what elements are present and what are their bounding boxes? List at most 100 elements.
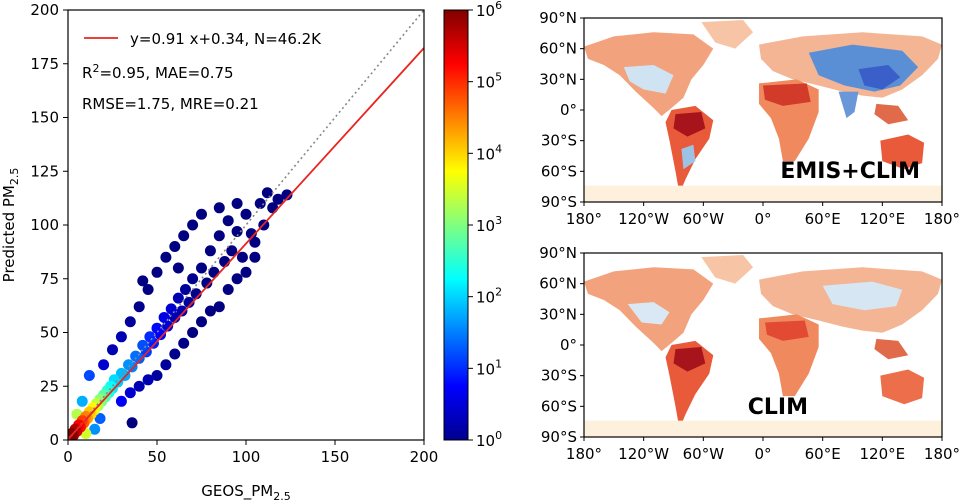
map2-land [584, 255, 942, 437]
scatter-point [254, 198, 266, 209]
map1-greenland [701, 20, 754, 49]
scatter-point [222, 284, 234, 295]
scatter-point [165, 303, 177, 315]
colorbar-tick-label: 102 [476, 286, 502, 307]
map1-sahara-hotspot [762, 83, 811, 106]
y-axis-label: Predicted PM2.5 [0, 168, 21, 283]
legend-fit-label: y=0.91 x+0.34, N=46.2K [130, 30, 322, 48]
map1-lat-ticks: 90°N 60°N 30°N 0° 30°S 60°S 90°S [539, 9, 584, 211]
lat-tick-label: 90°N [539, 244, 577, 262]
scatter-point [115, 395, 127, 407]
scatter-point [144, 331, 156, 343]
stats-rmse-mre: RMSE=1.75, MRE=0.21 [82, 95, 259, 113]
scatter-point [130, 350, 142, 362]
x-axis-ticks: 0 50 100 150 200 [63, 440, 438, 466]
scatter-point [231, 273, 243, 285]
lat-tick-label: 60°N [539, 275, 577, 293]
map1-na-clean-region [623, 65, 674, 94]
colorbar-gradient [443, 9, 469, 441]
scatter-point [172, 292, 184, 304]
scatter-point [226, 245, 238, 257]
lon-tick-label: 120°W [618, 210, 669, 228]
colorbar-tick-label: 101 [476, 357, 502, 378]
scatter-point [213, 301, 225, 313]
lat-tick-label: 60°S [541, 397, 577, 415]
lat-tick-label: 60°N [539, 40, 577, 58]
lat-tick-label: 0° [560, 336, 577, 354]
lon-tick-label: 180° [924, 210, 960, 228]
y-tick-label: 125 [30, 162, 59, 180]
stats-r2-superscript: 2 [92, 62, 99, 75]
scatter-point [249, 251, 261, 263]
colorbar-tick-label: 103 [476, 214, 502, 235]
lat-tick-label: 30°S [541, 367, 577, 385]
scatter-point [115, 331, 127, 343]
scatter-point [179, 284, 191, 295]
map2-sahara-hotspot [764, 320, 809, 341]
scatter-point [183, 296, 195, 308]
scatter-point [133, 301, 145, 313]
scatter-point [137, 339, 149, 351]
map1-se-asia [874, 103, 909, 125]
scatter-point [172, 262, 184, 274]
colorbar-tick-label: 105 [476, 71, 502, 92]
colorbar-tick-label: 100 [476, 429, 502, 450]
lat-tick-label: 30°S [541, 132, 577, 150]
lat-tick-label: 60°S [541, 162, 577, 180]
scatter-point [204, 245, 216, 257]
map2-greenland [701, 255, 754, 284]
scatter-point [83, 370, 95, 381]
scatter-point [231, 198, 243, 209]
scatter-point [169, 241, 181, 252]
scatter-point [240, 208, 252, 220]
y-tick-label: 200 [30, 1, 59, 19]
scatter-point [98, 359, 110, 371]
scatter-point [201, 277, 213, 289]
map-clim: CLIM 90°N 60°N 30°N 0° 30°S 60°S 90°S 180° 120°… [539, 244, 960, 463]
map2-lat-ticks: 90°N 60°N 30°N 0° 30°S 60°S 90°S [539, 244, 584, 446]
map1-title: EMIS+CLIM [780, 159, 920, 184]
scatter-point [281, 189, 293, 201]
scatter-point [236, 251, 248, 263]
scatter-point [94, 413, 106, 424]
lon-tick-label: 60°W [683, 210, 725, 228]
scatter-points [68, 187, 293, 440]
scatter-point [160, 359, 172, 371]
lat-tick-label: 90°S [541, 428, 577, 446]
scatter-point [240, 266, 252, 278]
x-tick-label: 100 [232, 448, 261, 466]
scatter-point [208, 266, 220, 278]
lon-tick-label: 0° [754, 445, 771, 463]
y-tick-label: 100 [30, 216, 59, 234]
y-axis-label-subscript: 2.5 [8, 168, 21, 186]
scatter-point [249, 236, 261, 248]
map2-asia-mild [822, 281, 903, 311]
lon-tick-label: 0° [754, 210, 771, 228]
map2-antarctica [584, 420, 942, 437]
scatter-point [222, 215, 234, 227]
y-tick-label: 25 [40, 377, 59, 395]
scatter-point [178, 230, 190, 242]
map1-australia [880, 134, 925, 170]
map1-india [838, 91, 859, 119]
y-axis-ticks: 0 25 50 75 100 125 150 175 200 [30, 1, 68, 449]
scatter-point [142, 284, 154, 295]
scatter-point [158, 311, 170, 323]
scatter-point [178, 337, 190, 349]
lon-tick-label: 180° [566, 445, 602, 463]
map2-title: CLIM [748, 395, 808, 420]
scatter-point [124, 316, 136, 328]
lon-tick-label: 120°E [860, 210, 906, 228]
map1-antarctica [584, 185, 942, 202]
scatter-point [213, 230, 225, 242]
scatter-point [245, 228, 257, 240]
y-tick-label: 50 [40, 324, 59, 342]
scatter-point [142, 374, 154, 386]
map1-land [584, 20, 942, 202]
scatter-point [124, 387, 136, 399]
colorbar: 100 101 102 103 104 105 106 [443, 0, 502, 450]
fit-line [67, 47, 425, 440]
scatter-point [133, 380, 145, 392]
scatter-point [160, 251, 172, 263]
scatter-point [169, 348, 181, 360]
